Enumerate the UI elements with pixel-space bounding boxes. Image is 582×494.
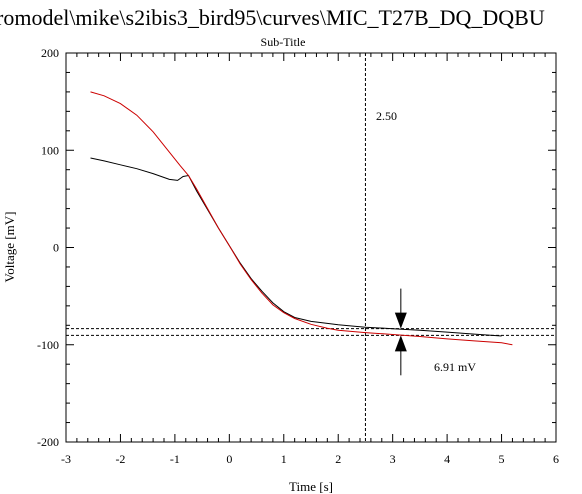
series-layer [90,91,513,346]
x-tick-label: -2 [115,452,125,466]
x-tick-label: -3 [61,452,71,466]
x-tick-label: -1 [170,452,180,466]
y-tick-label: 0 [53,241,59,255]
y-tick-label: -200 [37,435,59,449]
x-tick-label: 2 [335,452,341,466]
x-tick-label: 5 [499,452,505,466]
axis-ticks [65,52,557,443]
y-axis-label: Voltage [mV] [2,212,17,283]
y-tick-labels: 200 100 0 -100 -200 [37,46,59,449]
x-axis-label: Time [s] [289,479,333,494]
annotation-layer [66,53,556,442]
y-tick-label: 200 [41,46,59,60]
x-tick-labels: -3 -2 -1 0 1 2 3 4 5 6 [61,452,559,466]
y-tick-label: -100 [37,338,59,352]
x-tick-label: 3 [390,452,396,466]
x-tick-label: 0 [226,452,232,466]
series-line-2 [90,91,513,346]
x-tick-label: 4 [444,452,450,466]
delta-label: 6.91 mV [434,360,476,374]
chart-title: romodel\mike\s2ibis3_bird95\curves\MIC_T… [0,5,545,30]
x-tick-label: 6 [553,452,559,466]
x-tick-label: 1 [281,452,287,466]
series-line-1 [90,157,502,337]
chart-subtitle: Sub-Title [261,35,306,49]
delta-arrowhead-bottom [394,335,407,352]
delta-arrowhead-top [394,312,407,329]
marker-label: 2.50 [376,109,397,123]
y-tick-label: 100 [41,143,59,157]
plot-frame [65,52,557,443]
